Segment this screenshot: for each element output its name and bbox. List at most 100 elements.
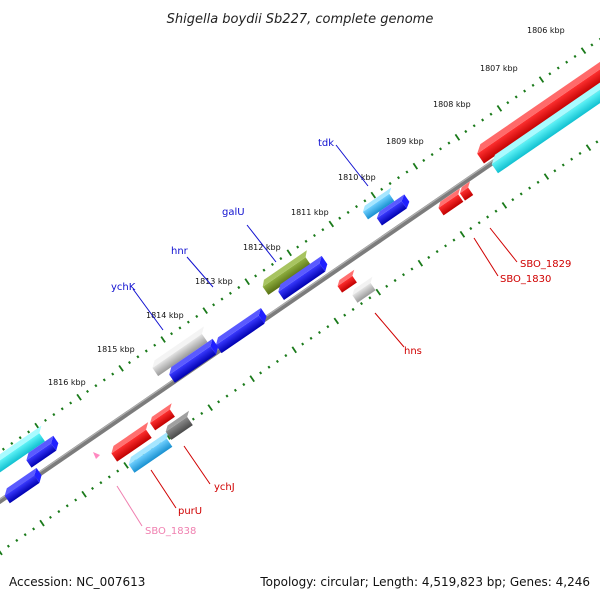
gene-label-purU[interactable]: purU xyxy=(178,506,202,517)
tick-mark xyxy=(284,354,288,358)
gene-label-ychJ[interactable]: ychJ xyxy=(214,482,235,493)
tick-mark xyxy=(590,43,594,47)
tick-mark xyxy=(346,210,350,214)
gene-feature-blue-left-a[interactable] xyxy=(24,435,62,468)
tick-mark xyxy=(326,325,330,329)
gene-feature-ychK[interactable] xyxy=(150,326,213,377)
gene-feature-sbo-1838[interactable] xyxy=(93,452,100,459)
tick-mark xyxy=(312,233,316,238)
tick-mark xyxy=(228,291,232,295)
tick-mark xyxy=(514,95,518,99)
tick-mark xyxy=(459,230,466,238)
gene-label-hns[interactable]: hns xyxy=(404,346,422,357)
gene-label-tdk[interactable]: tdk xyxy=(318,138,334,149)
tick-label: 1811 kbp xyxy=(291,208,329,217)
tick-mark xyxy=(144,349,148,353)
tick-mark xyxy=(48,515,52,519)
gene-feature-blue-tdk[interactable] xyxy=(375,194,412,226)
tick-mark xyxy=(570,157,574,161)
tick-mark xyxy=(528,186,532,190)
tick-mark xyxy=(195,314,199,318)
tick-mark xyxy=(553,169,557,173)
gene-feature-blue-galU[interactable] xyxy=(275,255,330,300)
gene-feature-red-purU[interactable] xyxy=(109,422,157,462)
tick-label: 1814 kbp xyxy=(146,311,184,320)
tick-mark xyxy=(118,364,124,372)
tick-mark xyxy=(191,417,195,421)
tick-mark xyxy=(15,538,19,542)
tick-mark xyxy=(279,257,283,261)
gene-features xyxy=(0,59,600,504)
gene-label-galU[interactable]: galU xyxy=(222,207,245,218)
tick-mark xyxy=(328,220,335,228)
tick-mark xyxy=(595,140,599,144)
gene-feature-purU[interactable] xyxy=(126,430,177,473)
tick-mark xyxy=(556,66,560,70)
gene-label-hnr[interactable]: hnr xyxy=(171,246,189,257)
tick-mark xyxy=(317,330,321,335)
gene-feature-red-large[interactable] xyxy=(474,59,600,164)
tick-mark xyxy=(127,361,132,365)
tick-mark xyxy=(225,394,229,398)
tick-mark xyxy=(27,430,31,434)
tick-mark xyxy=(202,307,208,315)
gene-feature-tdk[interactable] xyxy=(361,187,399,220)
map-title: Shigella boydii Sb227, complete genome xyxy=(167,12,434,27)
tick-mark xyxy=(267,365,271,369)
tick-mark xyxy=(212,303,216,307)
tick-mark xyxy=(52,413,56,417)
gene-feature-cyan-left[interactable] xyxy=(0,425,50,477)
tick-mark xyxy=(85,389,90,393)
gene-label-ychK[interactable]: ychK xyxy=(111,282,136,293)
genome-summary-text: Topology: circular; Length: 4,519,823 bp… xyxy=(260,575,590,589)
gene-feature-hns[interactable] xyxy=(335,269,361,293)
gene-feature-sbo-1830[interactable] xyxy=(436,188,467,216)
gene-feature-sbo-1829[interactable] xyxy=(458,181,478,201)
gene-feature-blue-ychK[interactable] xyxy=(166,338,221,383)
tick-mark xyxy=(538,76,545,83)
tick-mark xyxy=(405,170,409,174)
gene-label-sbo-1838[interactable]: SBO_1838 xyxy=(145,526,196,537)
tick-mark xyxy=(43,418,47,422)
tick-mark xyxy=(343,313,347,317)
tick-mark xyxy=(511,198,515,202)
tick-mark xyxy=(363,199,367,203)
tick-label: 1809 kbp xyxy=(386,137,424,146)
tick-mark xyxy=(396,176,401,180)
tick-mark xyxy=(375,288,382,296)
tick-mark xyxy=(0,550,3,556)
tick-mark xyxy=(393,278,397,283)
tick-mark xyxy=(351,307,355,311)
tick-mark xyxy=(469,226,473,231)
gene-label-sbo-1829[interactable]: SBO_1829 xyxy=(520,259,571,270)
tick-mark xyxy=(291,346,297,354)
tick-mark xyxy=(573,54,577,58)
gene-feature-blue-left-b[interactable] xyxy=(2,467,45,504)
tick-mark xyxy=(447,141,451,145)
gene-feature-ychJ[interactable] xyxy=(163,410,196,440)
tick-mark xyxy=(561,163,565,167)
tick-mark xyxy=(496,104,503,112)
tick-mark xyxy=(301,342,305,346)
gene-label-sbo-1830[interactable]: SBO_1830 xyxy=(500,274,551,285)
tick-mark xyxy=(65,504,69,508)
tick-mark xyxy=(207,404,213,412)
tick-mark xyxy=(270,262,274,266)
tick-mark xyxy=(477,221,481,225)
tick-mark xyxy=(543,173,550,180)
tick-mark xyxy=(489,112,493,116)
gene-feature-grey-hns[interactable] xyxy=(350,276,380,303)
tick-mark xyxy=(452,238,456,242)
gene-feature-galU[interactable] xyxy=(260,250,315,295)
tick-mark xyxy=(388,181,392,186)
tick-mark xyxy=(412,162,419,170)
gene-feature-cyan-large[interactable] xyxy=(488,75,600,174)
tick-mark xyxy=(220,297,224,301)
gene-feature-red-small[interactable] xyxy=(148,403,179,431)
tick-mark xyxy=(1,447,5,451)
tick-mark xyxy=(23,533,27,537)
tick-mark xyxy=(321,228,325,232)
gene-feature-hnr[interactable] xyxy=(213,307,269,354)
tick-mark xyxy=(275,359,279,363)
